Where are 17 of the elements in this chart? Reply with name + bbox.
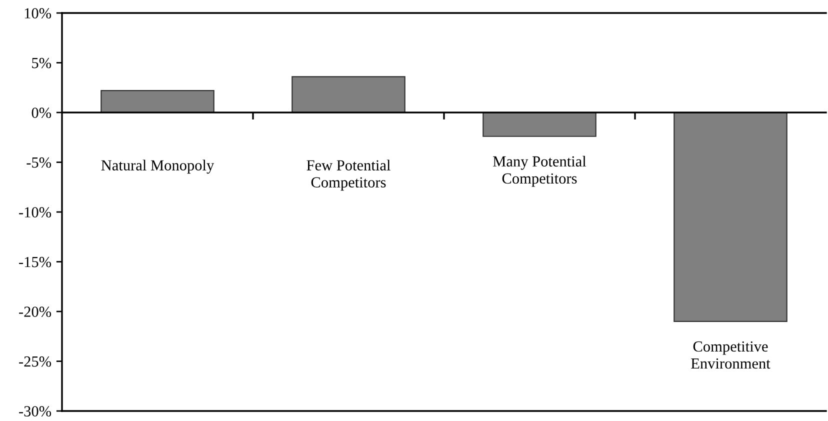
y-tick-label: 0%: [32, 108, 52, 118]
bar: [100, 90, 214, 114]
bar: [674, 112, 788, 322]
x-tick-label: Competitive Environment: [691, 341, 770, 369]
x-tick-label: Many Potential Competitors: [493, 156, 586, 187]
y-tick-label: -25%: [19, 356, 52, 367]
y-tick-label: -30%: [19, 406, 52, 416]
x-tick-label: Few Potential Competitors: [306, 160, 390, 191]
bar: [482, 112, 596, 137]
y-tick-label: -20%: [19, 306, 52, 317]
y-tick-label: -15%: [19, 256, 52, 268]
y-tick-label: -10%: [19, 207, 52, 218]
y-tick-label: 5%: [32, 58, 52, 68]
x-tick-label: Natural Monopoly: [101, 160, 214, 174]
bar: [292, 76, 406, 114]
y-tick-label: 10%: [24, 8, 52, 18]
y-tick-label: -5%: [26, 157, 52, 168]
